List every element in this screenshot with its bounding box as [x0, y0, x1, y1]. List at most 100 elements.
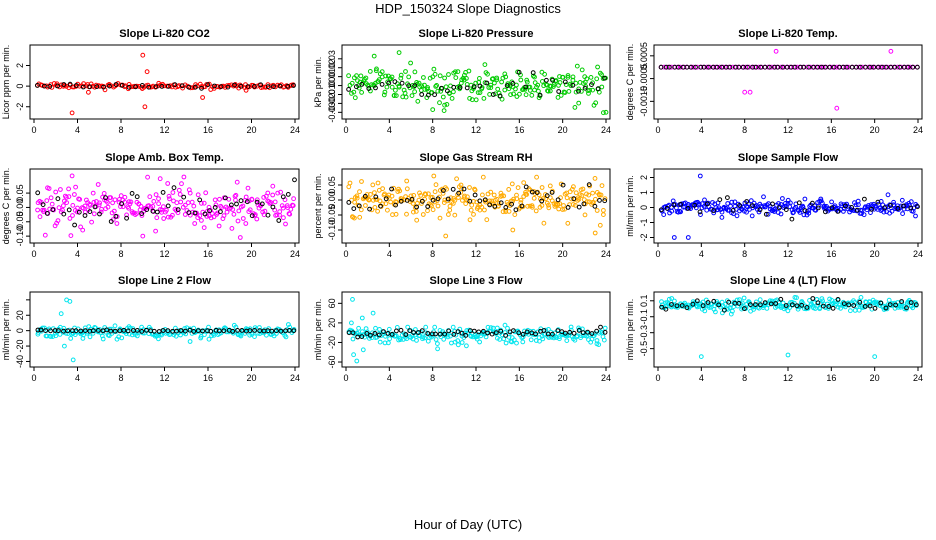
data-point-primary [494, 75, 500, 81]
data-point-reference [247, 328, 253, 334]
data-point-reference [441, 188, 446, 193]
panel-5: Slope Gas Stream RH percent per min. 0 4 8 12… [313, 152, 611, 259]
data-point-reference [457, 85, 463, 90]
data-point-reference [669, 302, 674, 307]
data-point-primary [539, 203, 545, 208]
data-point-primary [112, 197, 118, 203]
data-point-primary [853, 202, 859, 208]
data-point-primary [385, 79, 391, 85]
data-point-primary [245, 185, 251, 191]
data-point-primary [481, 96, 487, 101]
data-point-primary [569, 196, 574, 202]
panel-title: Slope Li-820 CO2 [119, 28, 209, 40]
panel-title: Slope Li-820 Pressure [419, 28, 534, 40]
data-point-primary [393, 87, 398, 93]
data-point-reference [801, 64, 807, 70]
data-point-primary [444, 102, 450, 107]
data-point-primary [87, 202, 93, 208]
data-point-primary [148, 326, 154, 332]
data-point-primary [502, 330, 508, 335]
data-point-reference [503, 333, 509, 338]
figure-title: HDP_150324 Slope Diagnostics [375, 1, 561, 16]
data-point-primary [488, 85, 494, 90]
data-point-outlier [144, 69, 150, 75]
data-point-reference [908, 205, 914, 211]
data-point-reference [461, 186, 467, 192]
data-point-reference [108, 328, 114, 334]
data-point-reference [351, 206, 357, 212]
data-point-reference [716, 302, 722, 308]
data-point-primary [524, 79, 530, 85]
data-point-primary [514, 192, 519, 198]
data-point-outlier [442, 102, 448, 108]
data-point-primary [753, 299, 759, 305]
data-point-reference [386, 80, 392, 86]
y-tick-label: 0.02 [327, 59, 337, 77]
panel-4: Slope Amb. Box Temp. degrees C per min. 0 4… [1, 152, 300, 259]
x-tick-label: 8 [742, 249, 747, 259]
data-point-reference [503, 205, 509, 210]
data-point-primary [181, 174, 187, 180]
data-point-primary [405, 324, 411, 330]
data-point-reference [202, 211, 208, 217]
data-point-primary [279, 203, 285, 209]
data-point-primary [95, 182, 101, 187]
data-point-reference [516, 330, 522, 336]
data-point-reference [730, 208, 736, 213]
data-points [346, 297, 608, 364]
data-point-reference [200, 328, 205, 334]
data-point-reference [291, 83, 296, 88]
data-point-primary [698, 212, 703, 218]
data-point-primary [288, 206, 294, 212]
data-point-reference [346, 200, 352, 205]
data-point-primary [124, 212, 129, 218]
y-axis-label: ml/min per min. [1, 299, 11, 361]
data-point-reference [92, 204, 98, 210]
data-point-primary [411, 209, 416, 215]
data-point-primary [495, 86, 501, 92]
data-point-reference [385, 331, 391, 336]
data-point-reference [265, 84, 271, 89]
data-point-primary [119, 335, 125, 341]
data-point-reference [688, 64, 694, 70]
data-point-reference [857, 299, 863, 305]
data-point-reference [107, 83, 112, 89]
data-point-reference [706, 64, 711, 70]
data-point-reference [160, 190, 166, 195]
data-point-primary [806, 210, 812, 216]
data-point-primary [425, 208, 430, 214]
data-point-primary [769, 64, 774, 70]
data-point-reference [484, 80, 490, 86]
x-tick-label: 24 [601, 125, 611, 135]
data-point-reference [727, 64, 733, 70]
data-point-reference [842, 203, 848, 209]
data-point-reference [362, 193, 368, 199]
data-point-reference [753, 64, 759, 70]
data-point-primary [908, 199, 914, 205]
data-point-reference [823, 209, 828, 215]
data-point-primary [233, 192, 239, 198]
data-point-reference [56, 328, 61, 334]
data-point-primary [884, 306, 890, 312]
data-point-reference [815, 205, 821, 211]
data-point-reference [82, 213, 88, 218]
data-point-reference [497, 93, 503, 99]
data-point-reference [598, 324, 603, 330]
data-point-primary [108, 326, 114, 332]
data-point-reference [692, 202, 697, 208]
data-point-reference [796, 200, 802, 206]
data-point-reference [910, 64, 916, 70]
data-point-primary [596, 342, 602, 348]
data-point-outlier [698, 354, 704, 360]
data-point-primary [357, 189, 362, 195]
data-point-reference [399, 80, 405, 86]
data-point-reference [753, 302, 758, 308]
data-point-outlier [243, 87, 249, 93]
data-point-reference [829, 205, 835, 211]
data-point-reference [419, 328, 425, 334]
data-point-outlier [351, 352, 357, 358]
data-point-reference [171, 185, 177, 191]
data-point-reference [366, 86, 372, 91]
data-point-primary [375, 180, 381, 186]
data-point-reference [780, 64, 786, 70]
